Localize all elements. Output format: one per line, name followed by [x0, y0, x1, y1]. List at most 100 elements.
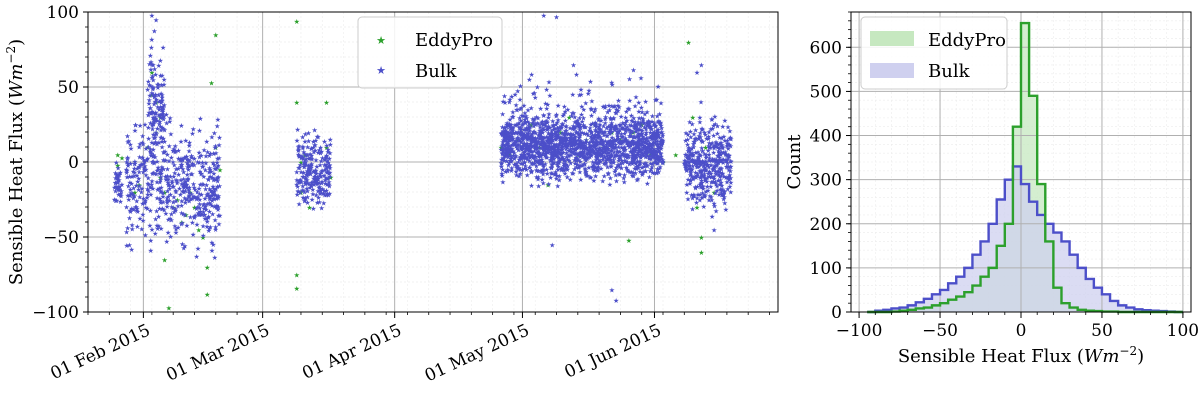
scatter-point-bulk: ★: [630, 137, 636, 145]
scatter-point-bulk: ★: [503, 145, 509, 153]
scatter-point-bulk: ★: [131, 165, 137, 173]
scatter-point-bulk: ★: [186, 184, 192, 192]
scatter-point-bulk: ★: [309, 196, 315, 204]
scatter-point-bulk: ★: [154, 222, 160, 230]
scatter-point-bulk: ★: [128, 180, 134, 188]
scatter-point-bulk: ★: [135, 186, 141, 194]
scatter-point-bulk: ★: [595, 147, 601, 155]
scatter-point-bulk: ★: [214, 159, 220, 167]
scatter-legend: ★ EddyPro ★ Bulk: [357, 16, 503, 89]
scatter-point-bulk: ★: [323, 192, 329, 200]
scatter-y-tick-label: 0: [68, 153, 79, 173]
scatter-point-bulk: ★: [538, 127, 544, 135]
scatter-point-bulk: ★: [186, 162, 192, 170]
scatter-point-bulk: ★: [145, 180, 151, 188]
scatter-point-bulk: ★: [533, 163, 539, 171]
scatter-point-bulk: ★: [126, 138, 132, 146]
scatter-point-bulk: ★: [592, 132, 598, 140]
scatter-point-bulk: ★: [150, 114, 156, 122]
scatter-point-bulk: ★: [146, 109, 152, 117]
scatter-point-bulk: ★: [297, 176, 303, 184]
scatter-point-bulk: ★: [113, 159, 119, 167]
scatter-point-bulk: ★: [606, 142, 612, 150]
scatter-point-bulk: ★: [534, 167, 540, 175]
scatter-point-bulk: ★: [124, 242, 130, 250]
scatter-point-bulk: ★: [716, 191, 722, 199]
scatter-point-bulk: ★: [186, 157, 192, 165]
scatter-point-bulk: ★: [160, 110, 166, 118]
scatter-point-bulk: ★: [317, 187, 323, 195]
scatter-point-bulk: ★: [586, 139, 592, 147]
scatter-point-eddypro: ★: [583, 137, 589, 145]
scatter-point-bulk: ★: [322, 192, 328, 200]
scatter-point-bulk: ★: [149, 139, 155, 147]
scatter-point-bulk: ★: [149, 122, 155, 130]
scatter-point-bulk: ★: [186, 198, 192, 206]
scatter-point-bulk: ★: [176, 171, 182, 179]
scatter-point-bulk: ★: [555, 132, 561, 140]
scatter-point-bulk: ★: [296, 153, 302, 161]
scatter-point-bulk: ★: [306, 164, 312, 172]
scatter-point-bulk: ★: [201, 211, 207, 219]
scatter-point-bulk: ★: [317, 149, 323, 157]
scatter-point-bulk: ★: [688, 191, 694, 199]
scatter-point-bulk: ★: [648, 166, 654, 174]
scatter-point-bulk: ★: [505, 129, 511, 137]
scatter-point-bulk: ★: [295, 151, 301, 159]
scatter-point-bulk: ★: [160, 156, 166, 164]
scatter-point-bulk: ★: [655, 83, 661, 91]
scatter-point-bulk: ★: [298, 179, 304, 187]
scatter-point-bulk: ★: [155, 84, 161, 92]
scatter-point-bulk: ★: [294, 181, 300, 189]
scatter-point-bulk: ★: [541, 134, 547, 142]
scatter-point-bulk: ★: [654, 132, 660, 140]
scatter-point-bulk: ★: [168, 216, 174, 224]
scatter-point-bulk: ★: [312, 177, 318, 185]
scatter-x-tick-label: 01 Mar 2015: [163, 320, 272, 385]
scatter-point-bulk: ★: [160, 108, 166, 116]
scatter-point-bulk: ★: [191, 213, 197, 221]
scatter-point-bulk: ★: [577, 127, 583, 135]
scatter-point-bulk: ★: [159, 143, 165, 151]
scatter-point-bulk: ★: [545, 101, 551, 109]
scatter-point-bulk: ★: [308, 155, 314, 163]
scatter-point-bulk: ★: [166, 158, 172, 166]
scatter-point-bulk: ★: [180, 157, 186, 165]
scatter-point-bulk: ★: [317, 190, 323, 198]
scatter-point-bulk: ★: [316, 180, 322, 188]
scatter-point-bulk: ★: [127, 160, 133, 168]
scatter-point-eddypro: ★: [626, 237, 632, 245]
scatter-point-bulk: ★: [714, 130, 720, 138]
scatter-point-bulk: ★: [188, 171, 194, 179]
scatter-point-bulk: ★: [144, 205, 150, 213]
scatter-point-bulk: ★: [215, 203, 221, 211]
scatter-point-bulk: ★: [706, 173, 712, 181]
scatter-point-bulk: ★: [153, 109, 159, 117]
scatter-point-bulk: ★: [553, 143, 559, 151]
scatter-point-bulk: ★: [186, 163, 192, 171]
scatter-point-eddypro: ★: [174, 197, 180, 205]
scatter-point-bulk: ★: [157, 123, 163, 131]
scatter-point-bulk: ★: [295, 126, 301, 134]
scatter-point-bulk: ★: [207, 164, 213, 172]
scatter-point-bulk: ★: [115, 178, 121, 186]
scatter-point-eddypro: ★: [157, 174, 163, 182]
scatter-point-eddypro: ★: [294, 99, 300, 107]
scatter-point-bulk: ★: [147, 222, 153, 230]
scatter-point-bulk: ★: [182, 178, 188, 186]
scatter-point-eddypro: ★: [162, 257, 168, 265]
scatter-point-eddypro: ★: [204, 291, 210, 299]
scatter-point-bulk: ★: [563, 138, 569, 146]
scatter-point-bulk: ★: [129, 246, 135, 254]
scatter-point-bulk: ★: [158, 134, 164, 142]
scatter-point-bulk: ★: [161, 165, 167, 173]
scatter-point-bulk: ★: [158, 225, 164, 233]
histogram-legend-swatch-bulk: [870, 63, 914, 78]
scatter-point-bulk: ★: [633, 93, 639, 101]
scatter-point-bulk: ★: [643, 131, 649, 139]
scatter-point-eddypro: ★: [136, 182, 142, 190]
scatter-point-bulk: ★: [152, 154, 158, 162]
scatter-point-bulk: ★: [167, 191, 173, 199]
scatter-point-bulk: ★: [640, 169, 646, 177]
scatter-point-eddypro: ★: [306, 204, 312, 212]
